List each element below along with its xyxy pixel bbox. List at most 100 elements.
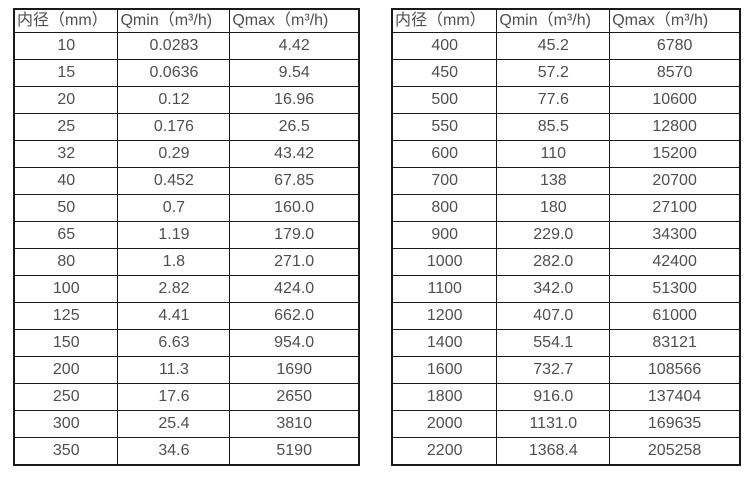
table-cell: 342.0 <box>496 275 611 303</box>
table-row: 32 0.29 43.42 <box>13 140 360 168</box>
table-cell: 125 <box>13 302 119 330</box>
table-cell: 500 <box>391 86 498 114</box>
table-cell: 1400 <box>391 329 498 357</box>
table-cell: 150 <box>13 329 119 357</box>
table-cell: 32 <box>13 140 119 168</box>
table-cell: 1100 <box>391 275 498 303</box>
table-cell: 200 <box>13 356 119 384</box>
table-cell: 1131.0 <box>496 410 611 438</box>
table-cell: 0.452 <box>117 167 231 195</box>
table-cell: 0.7 <box>117 194 231 222</box>
table-cell: 1000 <box>391 248 498 276</box>
table-cell: 80 <box>13 248 119 276</box>
header-cell: Qmin（m³/h) <box>117 8 231 33</box>
table-row: 50 0.7 160.0 <box>13 194 360 222</box>
table-cell: 17.6 <box>117 383 231 411</box>
table-row: 1100 342.0 51300 <box>391 275 741 303</box>
table-cell: 110 <box>496 140 611 168</box>
table-cell: 9.54 <box>229 59 360 87</box>
table-cell: 205258 <box>609 437 741 466</box>
table-row: 1800 916.0 137404 <box>391 383 741 411</box>
table-cell: 169635 <box>609 410 741 438</box>
table-row: 200 11.3 1690 <box>13 356 360 384</box>
table-cell: 4.41 <box>117 302 231 330</box>
table-row: 100 2.82 424.0 <box>13 275 360 303</box>
table-row: 500 77.6 10600 <box>391 86 741 114</box>
table-row: 700 138 20700 <box>391 167 741 195</box>
table-cell: 8570 <box>609 59 741 87</box>
table-cell: 1368.4 <box>496 437 611 466</box>
table-cell: 45.2 <box>496 32 611 60</box>
table-cell: 400 <box>391 32 498 60</box>
table-row: 15 0.0636 9.54 <box>13 59 360 87</box>
table-row: 65 1.19 179.0 <box>13 221 360 249</box>
table-cell: 65 <box>13 221 119 249</box>
header-cell: Qmax（m³/h) <box>609 8 741 33</box>
table-cell: 800 <box>391 194 498 222</box>
table-cell: 43.42 <box>229 140 360 168</box>
table-cell: 50 <box>13 194 119 222</box>
table-cell: 229.0 <box>496 221 611 249</box>
table-cell: 180 <box>496 194 611 222</box>
table-cell: 10 <box>13 32 119 60</box>
table-cell: 662.0 <box>229 302 360 330</box>
table-cell: 6780 <box>609 32 741 60</box>
table-cell: 138 <box>496 167 611 195</box>
table-cell: 0.0283 <box>117 32 231 60</box>
table-cell: 554.1 <box>496 329 611 357</box>
table-cell: 2000 <box>391 410 498 438</box>
table-cell: 1600 <box>391 356 498 384</box>
table-cell: 424.0 <box>229 275 360 303</box>
table-cell: 100 <box>13 275 119 303</box>
table-row: 400 45.2 6780 <box>391 32 741 60</box>
table-cell: 700 <box>391 167 498 195</box>
table-row: 20 0.12 16.96 <box>13 86 360 114</box>
flow-table-dn400-2200: 内径（mm） Qmin（m³/h) Qmax（m³/h) 400 45.2 6780 450… <box>391 8 741 466</box>
flow-table-dn10-350: 内径（mm） Qmin（m³/h) Qmax（m³/h) 10 0.0283 4.42 15… <box>13 8 360 466</box>
table-cell: 15200 <box>609 140 741 168</box>
table-cell: 407.0 <box>496 302 611 330</box>
table-cell: 27100 <box>609 194 741 222</box>
table-cell: 550 <box>391 113 498 141</box>
table-cell: 108566 <box>609 356 741 384</box>
table-cell: 600 <box>391 140 498 168</box>
table-row: 150 6.63 954.0 <box>13 329 360 357</box>
table-cell: 160.0 <box>229 194 360 222</box>
table-cell: 34300 <box>609 221 741 249</box>
header-cell: 内径（mm） <box>13 8 119 33</box>
table-cell: 20 <box>13 86 119 114</box>
table-cell: 3810 <box>229 410 360 438</box>
table-cell: 5190 <box>229 437 360 466</box>
table-row: 1600 732.7 108566 <box>391 356 741 384</box>
table-row: 80 1.8 271.0 <box>13 248 360 276</box>
table-row: 1200 407.0 61000 <box>391 302 741 330</box>
table-row: 900 229.0 34300 <box>391 221 741 249</box>
table-cell: 250 <box>13 383 119 411</box>
table-cell: 2200 <box>391 437 498 466</box>
table-cell: 26.5 <box>229 113 360 141</box>
table-cell: 10600 <box>609 86 741 114</box>
table-cell: 732.7 <box>496 356 611 384</box>
table-cell: 271.0 <box>229 248 360 276</box>
table-cell: 137404 <box>609 383 741 411</box>
table-cell: 1.8 <box>117 248 231 276</box>
table-row: 1400 554.1 83121 <box>391 329 741 357</box>
table-row: 350 34.6 5190 <box>13 437 360 466</box>
table-cell: 900 <box>391 221 498 249</box>
table-row: 2000 1131.0 169635 <box>391 410 741 438</box>
table-cell: 0.12 <box>117 86 231 114</box>
table-cell: 67.85 <box>229 167 360 195</box>
table-cell: 77.6 <box>496 86 611 114</box>
table-cell: 1800 <box>391 383 498 411</box>
table-cell: 300 <box>13 410 119 438</box>
table-cell: 25.4 <box>117 410 231 438</box>
table-row: 550 85.5 12800 <box>391 113 741 141</box>
table-cell: 25 <box>13 113 119 141</box>
table-row: 10 0.0283 4.42 <box>13 32 360 60</box>
table-cell: 12800 <box>609 113 741 141</box>
table-cell: 42400 <box>609 248 741 276</box>
table-cell: 57.2 <box>496 59 611 87</box>
header-cell: Qmax（m³/h) <box>229 8 360 33</box>
table-row: 125 4.41 662.0 <box>13 302 360 330</box>
